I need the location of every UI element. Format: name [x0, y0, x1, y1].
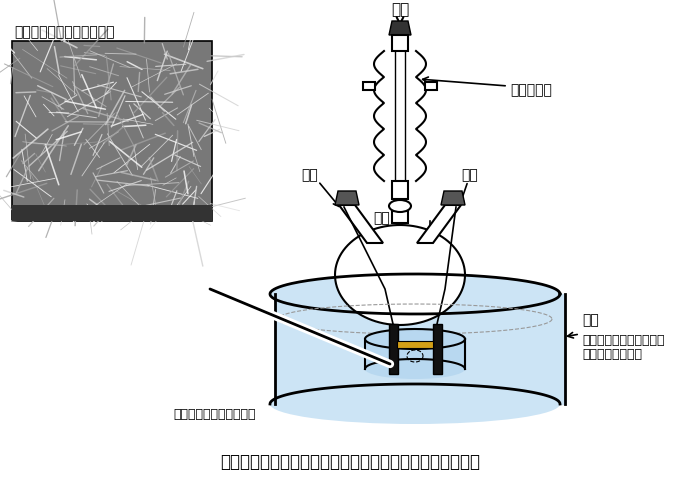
Bar [392, 212, 408, 224]
Polygon shape [335, 192, 359, 206]
Text: 電流: 電流 [461, 167, 478, 182]
Text: エタノール: エタノール [409, 407, 451, 421]
Bar [425, 83, 437, 91]
Text: 氷水: 氷水 [582, 312, 598, 326]
Polygon shape [335, 226, 465, 325]
Ellipse shape [365, 359, 465, 379]
Bar [12, 42, 212, 222]
Text: 電流: 電流 [302, 167, 318, 182]
Text: 還流冷却器: 還流冷却器 [510, 83, 552, 97]
Text: 3.0kV  ×100k SE(U)                500nm: 3.0kV ×100k SE(U) 500nm [61, 211, 163, 216]
Text: 窒素: 窒素 [391, 2, 409, 17]
Polygon shape [441, 192, 465, 206]
Ellipse shape [270, 384, 560, 424]
Bar [392, 182, 408, 199]
Text: 窒素: 窒素 [374, 211, 391, 225]
Ellipse shape [270, 274, 560, 314]
Text: 蒸発を防ぐため）: 蒸発を防ぐため） [582, 348, 642, 360]
Bar [12, 206, 212, 222]
Polygon shape [389, 22, 411, 36]
Bar [363, 83, 375, 91]
Text: （冷却用：エタノールの: （冷却用：エタノールの [582, 333, 664, 346]
Text: 加熱された触媒担持基板: 加熱された触媒担持基板 [174, 408, 256, 421]
Ellipse shape [365, 329, 465, 349]
Bar [392, 36, 408, 52]
Polygon shape [417, 206, 461, 243]
Bar [389, 324, 398, 374]
Bar [433, 324, 442, 374]
Ellipse shape [389, 200, 411, 212]
Bar [397, 341, 433, 348]
Polygon shape [339, 206, 383, 243]
Text: 図２　液相合成装置と合成した単層カーボンナノチューブ: 図２ 液相合成装置と合成した単層カーボンナノチューブ [220, 452, 480, 470]
Text: 単層カーボンナノチューブ: 単層カーボンナノチューブ [14, 25, 115, 39]
